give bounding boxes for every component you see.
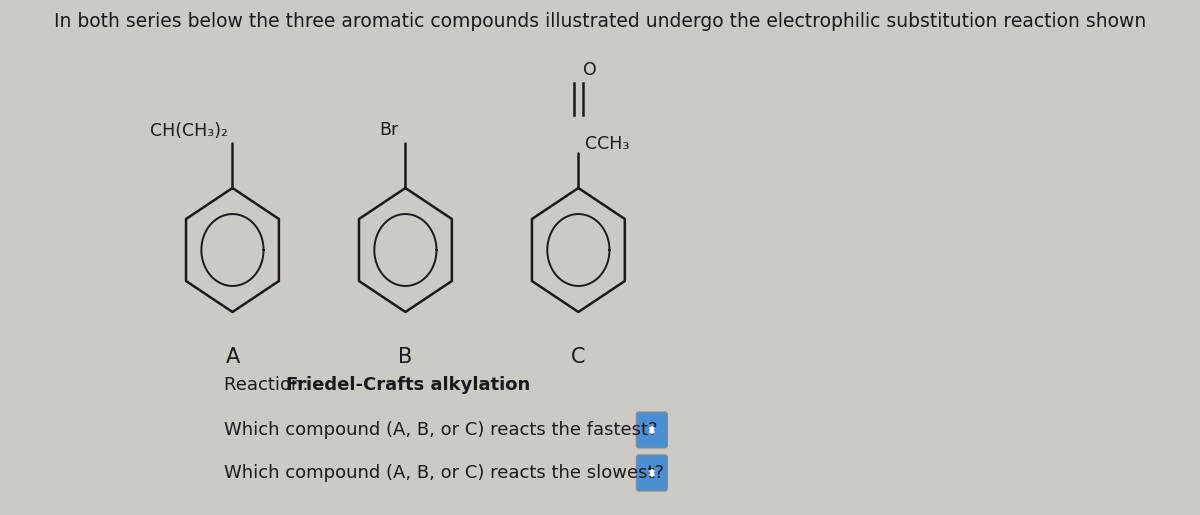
Text: C: C (571, 347, 586, 367)
Text: O: O (583, 61, 596, 79)
Text: A: A (226, 347, 240, 367)
Text: Which compound (A, B, or C) reacts the slowest?: Which compound (A, B, or C) reacts the s… (224, 464, 664, 482)
Text: CH(CH₃)₂: CH(CH₃)₂ (150, 122, 228, 140)
Text: Br: Br (379, 121, 398, 139)
Text: In both series below the three aromatic compounds illustrated undergo the electr: In both series below the three aromatic … (54, 12, 1146, 31)
Text: Reaction:: Reaction: (224, 376, 314, 394)
Text: Which compound (A, B, or C) reacts the fastest?: Which compound (A, B, or C) reacts the f… (224, 421, 658, 439)
Text: CCH₃: CCH₃ (586, 135, 630, 153)
Text: Friedel-Crafts alkylation: Friedel-Crafts alkylation (286, 376, 530, 394)
FancyBboxPatch shape (636, 455, 667, 491)
FancyBboxPatch shape (636, 412, 667, 448)
Text: B: B (398, 347, 413, 367)
